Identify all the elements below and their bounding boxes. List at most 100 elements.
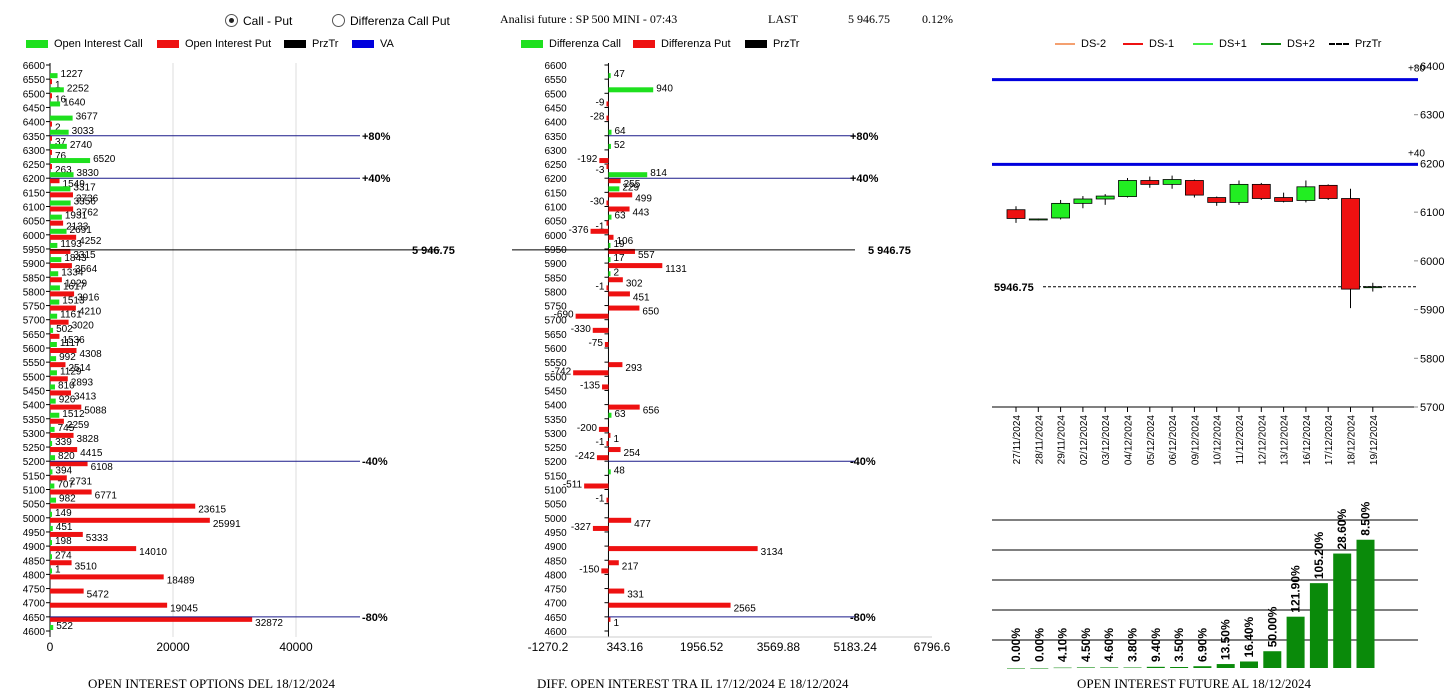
diff-put-bar — [608, 248, 635, 254]
oi-percent-label: 6.90% — [1195, 628, 1209, 662]
put-bar — [50, 531, 83, 537]
legend-swatch-icon — [284, 40, 306, 49]
call-value-label: 198 — [55, 536, 72, 547]
candle-body — [1006, 209, 1026, 219]
diff-call-bar — [604, 342, 609, 347]
reference-label: +40% — [850, 173, 879, 185]
put-bar — [50, 206, 74, 212]
strike-label: 4950 — [23, 528, 46, 539]
date-label: 29/11/2024 — [1057, 415, 1068, 465]
strike-label: 5700 — [544, 316, 567, 327]
strike-label: 5850 — [23, 273, 46, 284]
options-legend-item: VA — [352, 38, 394, 50]
date-label: 17/12/2024 — [1324, 415, 1335, 465]
legend-label: DS+2 — [1287, 38, 1315, 50]
put-bar — [50, 560, 72, 566]
strike-label: 5600 — [23, 344, 46, 355]
call-value-label: 149 — [55, 508, 72, 519]
put-bar — [50, 263, 72, 269]
oi-bar — [1053, 667, 1072, 669]
candle-body — [1095, 195, 1115, 200]
date-label: 10/12/2024 — [1213, 415, 1224, 465]
oi-percent-label: 9.40% — [1149, 628, 1163, 662]
put-value-label: 32872 — [255, 618, 283, 629]
strike-label: 5100 — [544, 486, 567, 497]
diff-call-bar — [602, 384, 609, 390]
put-value-label: 5333 — [86, 533, 109, 544]
call-bar — [50, 398, 56, 404]
reference-label: -40% — [850, 456, 876, 468]
strike-label: 5650 — [23, 330, 46, 341]
call-value-label: 6520 — [93, 154, 116, 165]
diff-put-label: 656 — [643, 406, 660, 417]
put-value-label: 3510 — [75, 561, 98, 572]
y-tick-label: 5800 — [1420, 353, 1444, 365]
diff-call-bar — [608, 242, 611, 248]
strike-label: 4850 — [23, 556, 46, 567]
diff-value-label: 63 — [614, 409, 626, 420]
reference-label: +40% — [362, 173, 391, 185]
reference-label: -80% — [362, 612, 388, 624]
reference-label: -40% — [362, 456, 388, 468]
strike-label: 4600 — [23, 627, 46, 638]
diff-put-label: 254 — [624, 448, 641, 459]
diff-put-label: 451 — [633, 292, 650, 303]
legend-label: PrzTr — [773, 38, 800, 50]
oi-bar — [1240, 661, 1258, 668]
diff-put-bar — [608, 362, 623, 368]
diff-value-label: -1 — [596, 281, 605, 292]
diff-call-bar — [608, 73, 611, 79]
legend-swatch-icon — [521, 40, 543, 49]
strike-label: 5750 — [23, 302, 46, 313]
call-bar — [50, 200, 71, 206]
date-label: 28/11/2024 — [1034, 415, 1045, 465]
put-value-label: 6108 — [91, 462, 114, 473]
put-value-label: 25991 — [213, 519, 241, 530]
diff-call-bar — [608, 143, 611, 149]
oi-bar — [1263, 651, 1282, 668]
diff-call-bar — [575, 313, 609, 319]
last-value: 5 946.75 — [848, 12, 890, 26]
diff-put-label: 1 — [613, 618, 619, 629]
strike-label: 5700 — [23, 316, 46, 327]
call-value-label: 1640 — [63, 97, 86, 108]
call-bar — [50, 554, 52, 560]
strike-label: 6000 — [23, 231, 46, 242]
radio-selected-icon — [225, 14, 238, 27]
oi-bar — [1146, 666, 1165, 668]
oi-percent-label: 16.40% — [1242, 616, 1256, 657]
strike-label: 6550 — [23, 75, 46, 86]
x-tick-label: 343.16 — [606, 640, 643, 654]
strike-label: 6600 — [544, 61, 567, 72]
legend-swatch-icon — [1055, 43, 1075, 46]
diff-put-bar — [606, 220, 609, 226]
call-bar — [50, 342, 57, 347]
oi-bar — [1309, 583, 1328, 668]
diff-call-bar — [592, 525, 609, 531]
strike-label: 4750 — [544, 585, 567, 596]
radio-call-put-label: Call - Put — [243, 14, 293, 28]
diff-call-bar — [606, 115, 609, 121]
radio-differenza[interactable]: Differenza Call Put — [332, 14, 450, 28]
strike-label: 5350 — [23, 415, 46, 426]
call-value-label: 982 — [59, 494, 76, 505]
put-value-label: 16 — [55, 94, 67, 105]
diff-put-label: 443 — [633, 208, 650, 219]
date-label: 19/12/2024 — [1369, 415, 1380, 465]
strike-label: 5200 — [544, 457, 567, 468]
radio-call-put[interactable]: Call - Put — [225, 14, 292, 28]
call-value-label: 3317 — [73, 182, 96, 193]
last-price-label: 5946.75 — [994, 282, 1034, 294]
call-value-label: 1193 — [60, 239, 82, 250]
call-value-label: 3033 — [72, 126, 95, 137]
strike-label: 6250 — [23, 160, 46, 171]
diff-value-label: -135 — [580, 380, 600, 391]
call-bar — [50, 511, 52, 517]
call-bar — [50, 540, 52, 546]
x-tick-label: 40000 — [279, 640, 313, 654]
strike-label: 6100 — [23, 203, 46, 214]
candle-body — [1207, 197, 1227, 203]
diff-call-bar — [606, 497, 609, 503]
call-value-label: 1129 — [60, 366, 82, 377]
diff-value-label: -511 — [563, 480, 583, 491]
